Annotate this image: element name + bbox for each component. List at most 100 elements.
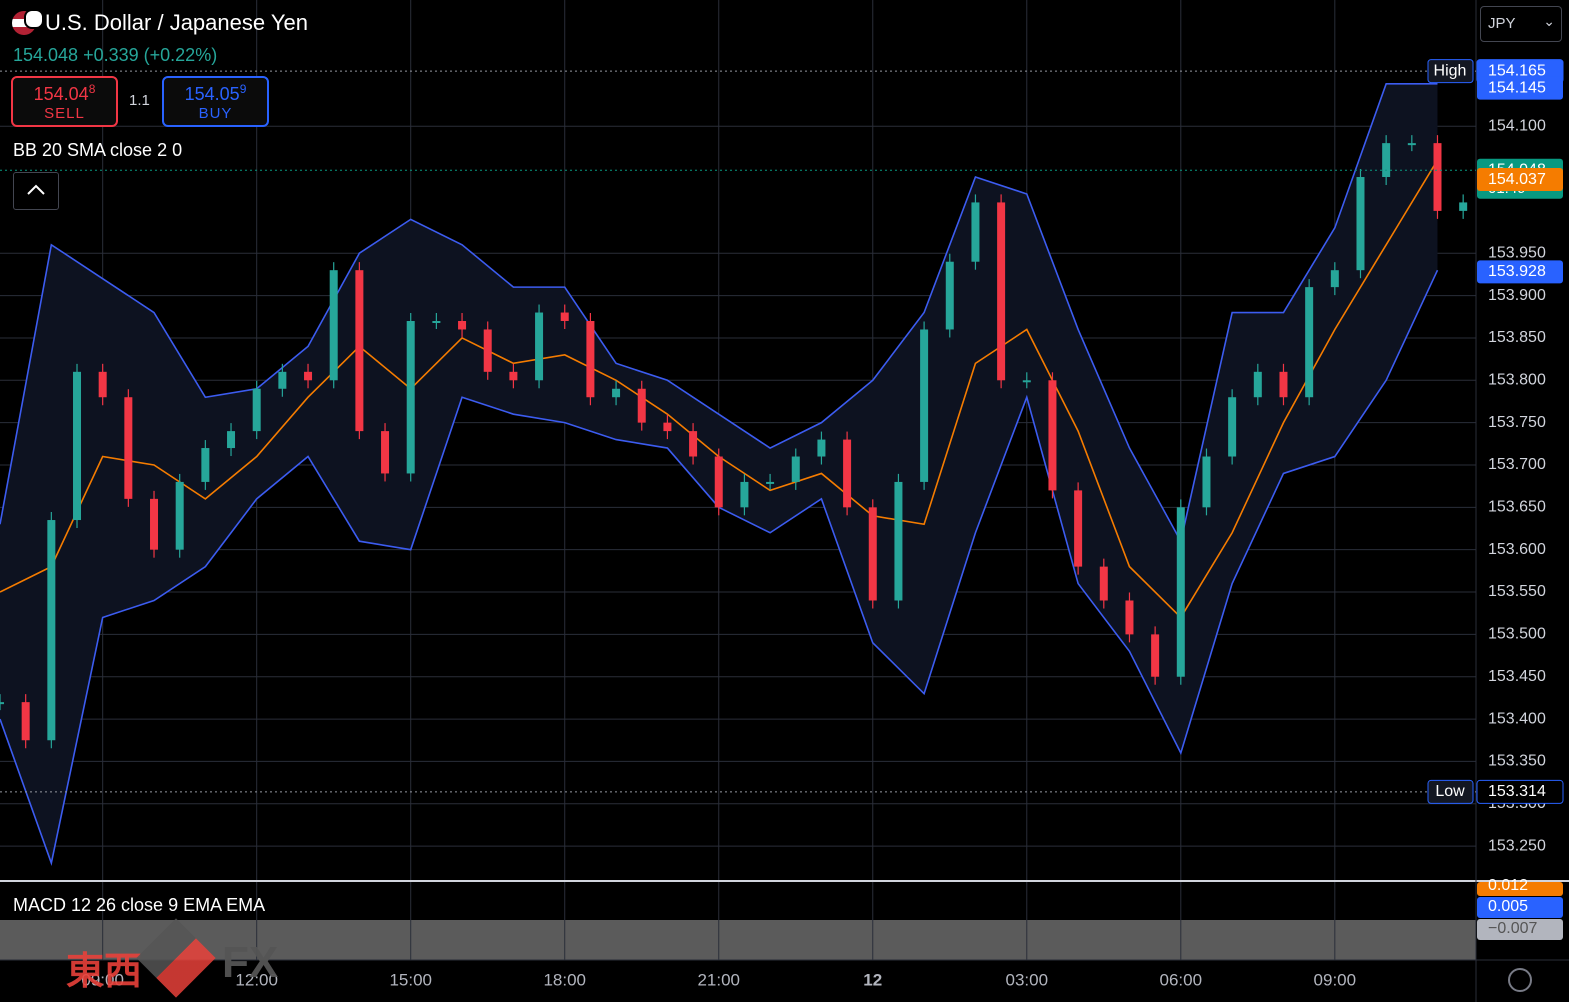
candle [612,388,621,398]
macd-label: MACD 12 26 close 9 EMA EMA [13,895,266,915]
candle [1125,600,1134,635]
watermark-latin: FX [222,938,279,987]
y-tick-label: 153.800 [1488,372,1546,389]
candle [304,371,313,381]
candle [406,321,415,474]
macd-badge-label: 0.012 [1488,877,1528,894]
collapse-button[interactable] [13,172,59,210]
price-badge-label: 153.928 [1488,263,1546,280]
level-tag-box [1427,59,1474,84]
price-badge-label: 154.145 [1488,79,1546,96]
x-tick-label: 15:00 [389,970,432,989]
candle [458,321,467,330]
candle [278,371,287,389]
currency-value: JPY [1488,15,1516,32]
candle [843,439,852,508]
y-tick-label: 153.550 [1488,583,1546,600]
candle [740,481,749,508]
y-tick-label: 153.850 [1488,329,1546,346]
candle [1279,371,1288,398]
candle [1099,566,1108,601]
y-tick-label: 153.250 [1488,837,1546,854]
settings-icon[interactable] [1508,968,1532,992]
watermark-cjk: 東西 [66,951,143,993]
chevron-icon [27,184,45,195]
candle [1433,143,1442,211]
macd-badge [1477,919,1563,940]
candle [663,422,672,432]
candle [1074,490,1083,567]
x-tick-label: 12 [863,970,882,989]
candle [73,371,82,521]
y-tick-label: 153.450 [1488,668,1546,685]
candle [1151,634,1160,677]
x-tick-label: 18:00 [543,970,586,989]
buy-price-pip: 9 [239,82,247,96]
macd-badge [1477,897,1563,918]
candle [1459,202,1468,211]
level-tag-box [1427,779,1474,804]
macd-badge [1477,882,1563,896]
candle [1202,456,1211,508]
candle [252,388,261,432]
candle [329,270,338,381]
candle [201,448,210,482]
x-tick-label: 09:00 [1314,970,1357,989]
y-tick-label: 153.350 [1488,753,1546,770]
price-badge-label: 154.037 [1488,171,1546,188]
candle [868,507,877,601]
sell-button[interactable]: 154.048 SELL [11,76,118,127]
buy-label: BUY [198,105,233,122]
candle [432,321,441,324]
y-tick-label: 153.950 [1488,244,1546,261]
price-line: 154.048 +0.339 (+0.22%) [13,45,217,66]
macd-badge-label: 0.005 [1488,898,1528,915]
candle [1356,177,1365,271]
candle [1407,143,1416,146]
last-price: 154.048 [13,45,79,65]
candle [1022,380,1031,383]
x-tick-label: 09:00 [81,970,124,989]
y-tick-label: 154.100 [1488,117,1546,134]
y-tick-label: 153.650 [1488,499,1546,516]
candle [150,498,159,550]
candle [971,202,980,262]
candle [355,270,364,432]
candle [1382,143,1391,178]
x-tick-label: 21:00 [697,970,740,989]
candle [920,329,929,482]
flag-icon-jp [24,9,44,29]
macd-badge-label: −0.007 [1488,920,1537,937]
candle [766,481,775,484]
candle [0,702,4,705]
candle [586,321,595,398]
candle [689,431,698,457]
currency-select[interactable]: JPY ⌄ [1480,6,1562,42]
price-badge-label: 154.165 [1488,62,1546,79]
sell-price-pip: 8 [88,82,96,96]
candle [791,456,800,482]
level-tag: High [1434,62,1467,79]
x-tick-label: 12:00 [235,970,278,989]
y-tick-label: 153.700 [1488,456,1546,473]
buy-price: 154.059 [164,82,267,105]
y-tick-label: 153.750 [1488,414,1546,431]
candle [21,702,30,741]
candle [1176,507,1185,677]
bb-upper [0,83,1438,544]
level-tag: Low [1435,783,1465,800]
x-tick-label: 06:00 [1160,970,1203,989]
candle [381,431,390,474]
candle [894,481,903,601]
price-badge-label: 153.314 [1488,783,1546,800]
candle [945,261,954,330]
candle [227,431,236,449]
price-badge [1477,168,1563,192]
x-tick-label: 03:00 [1006,970,1049,989]
indicator-label: BB 20 SMA close 2 0 [13,140,183,160]
macd-zero-band [0,920,1476,960]
buy-button[interactable]: 154.059 BUY [162,76,269,127]
y-tick-label: 153.900 [1488,287,1546,304]
